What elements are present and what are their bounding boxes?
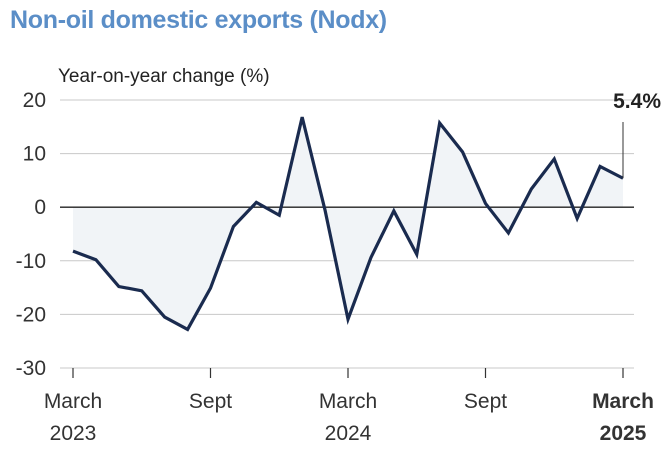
x-tick-label-year: 2025 <box>600 422 647 445</box>
chart-title: Non-oil domestic exports (Nodx) <box>10 6 387 34</box>
x-tick-labels: March 2023 Sept March 2024 Sept March 2025 <box>44 390 654 445</box>
x-tick-label-year: 2023 <box>50 422 97 445</box>
y-tick-label: -30 <box>16 357 46 380</box>
area-fill <box>73 117 623 330</box>
y-axis-label: Year-on-year change (%) <box>58 66 270 87</box>
y-tick-label: -20 <box>16 303 46 326</box>
annotation-label: 5.4% <box>613 90 661 113</box>
y-tick-label: 0 <box>34 196 46 219</box>
x-tick-label: Sept <box>464 390 507 413</box>
x-tick-label: Sept <box>189 390 232 413</box>
y-tick-label: 20 <box>23 89 46 112</box>
x-tick-label: March <box>319 390 377 413</box>
series-line <box>72 116 624 332</box>
x-tick-label: March <box>592 390 654 413</box>
y-tick-label: 10 <box>23 143 46 166</box>
x-tick-marks <box>72 368 624 378</box>
x-tick-label: March <box>44 390 102 413</box>
x-tick-label-year: 2024 <box>325 422 372 445</box>
y-tick-label: -10 <box>16 250 46 273</box>
y-tick-labels: 20 10 0 -10 -20 -30 <box>16 89 46 380</box>
